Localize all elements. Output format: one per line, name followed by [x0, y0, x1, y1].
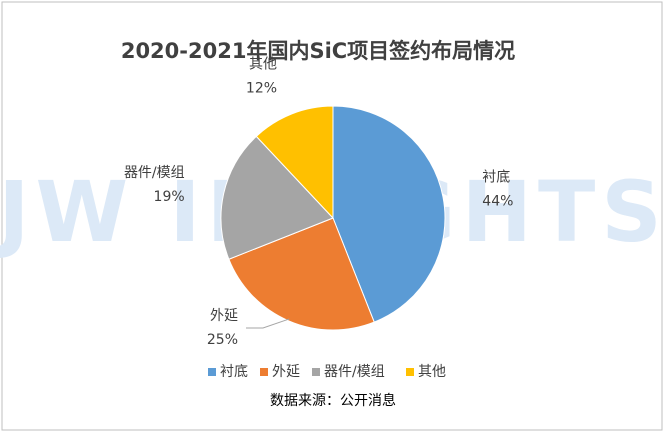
- leader-line: [246, 318, 290, 329]
- pie-slice: [220, 135, 334, 260]
- legend-label: 外延: [272, 364, 300, 380]
- legend-label: 衬底: [220, 364, 248, 380]
- legend-swatch: [312, 368, 320, 376]
- data-label-name: 其他: [249, 57, 277, 73]
- data-label-value: 12%: [246, 81, 277, 97]
- legend-swatch: [260, 368, 268, 376]
- legend-label: 器件/模组: [324, 364, 385, 380]
- data-label-value: 44%: [482, 194, 513, 210]
- pie-slice: [332, 105, 446, 323]
- data-label-name: 器件/模组: [124, 165, 185, 181]
- data-label-value: 25%: [207, 332, 238, 348]
- chart-title: 2020-2021年国内SiC项目签约布局情况: [121, 39, 515, 63]
- source-note: 数据来源：公开消息: [270, 392, 396, 409]
- data-label-value: 19%: [154, 189, 185, 205]
- legend-swatch: [208, 368, 216, 376]
- legend-swatch: [406, 368, 414, 376]
- pie-slice: [228, 217, 375, 331]
- pie-slice: [255, 105, 334, 220]
- legend-label: 其他: [418, 364, 446, 380]
- data-label-name: 外延: [210, 308, 238, 324]
- data-label-name: 衬底: [482, 170, 510, 186]
